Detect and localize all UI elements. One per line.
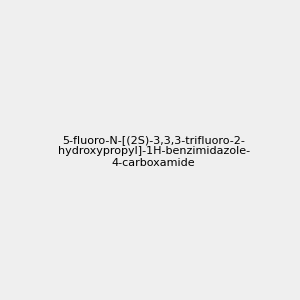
Text: 5-fluoro-N-[(2S)-3,3,3-trifluoro-2-
hydroxypropyl]-1H-benzimidazole-
4-carboxami: 5-fluoro-N-[(2S)-3,3,3-trifluoro-2- hydr… [58,135,250,168]
